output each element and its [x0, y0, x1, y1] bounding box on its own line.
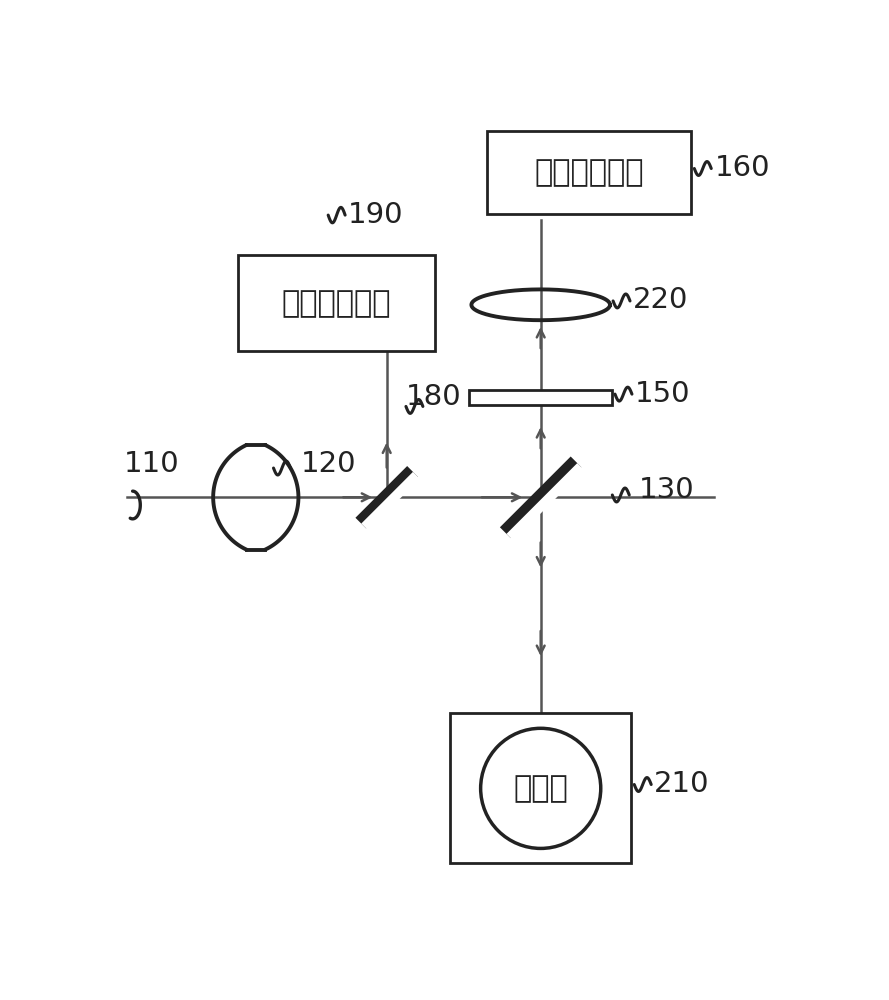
Text: 光源调节装置: 光源调节装置	[282, 289, 391, 318]
Bar	[487, 131, 692, 214]
Text: 光电检测单元: 光电检测单元	[534, 158, 644, 187]
Bar	[469, 389, 612, 405]
Bar	[450, 713, 631, 863]
Text: 120: 120	[301, 450, 356, 478]
Text: 130: 130	[638, 476, 694, 504]
Text: 220: 220	[633, 286, 688, 314]
Text: 110: 110	[124, 450, 180, 478]
Text: 180: 180	[406, 383, 461, 411]
Text: 样品端: 样品端	[513, 774, 568, 803]
Text: 210: 210	[654, 770, 709, 798]
Text: 160: 160	[715, 154, 770, 182]
Bar	[238, 255, 435, 351]
Text: 150: 150	[635, 380, 691, 408]
Text: 190: 190	[348, 201, 403, 229]
